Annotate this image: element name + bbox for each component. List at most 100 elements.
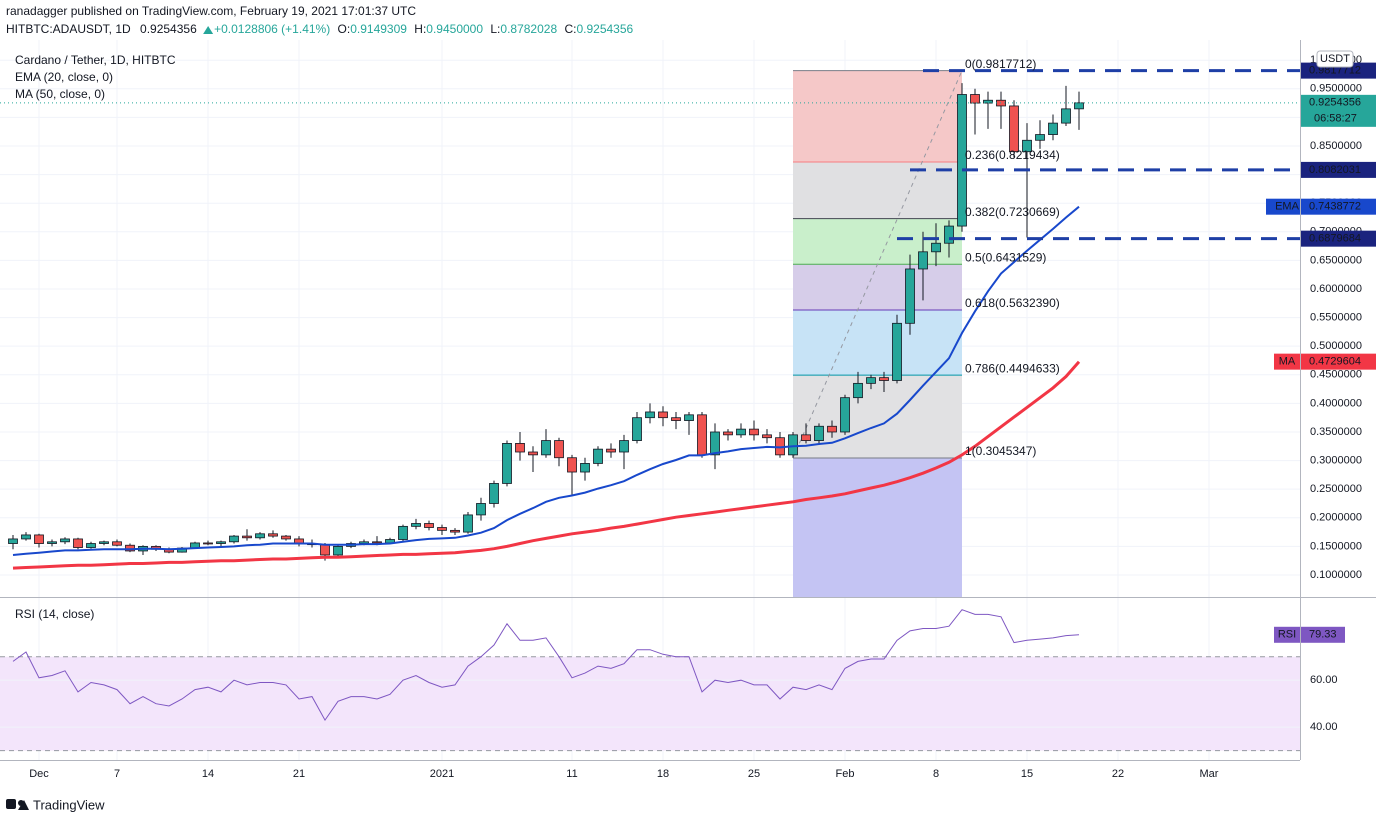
overlay-badge-bg bbox=[1274, 353, 1300, 370]
x-tick-label: 8 bbox=[933, 768, 939, 780]
candle-body bbox=[567, 457, 577, 473]
candle-body bbox=[580, 463, 590, 473]
candle-body bbox=[814, 425, 824, 441]
candle-body bbox=[229, 535, 239, 543]
candle-body bbox=[892, 322, 902, 381]
fib-zone bbox=[793, 70, 962, 163]
chart-title: Cardano / Tether, 1D, HITBTC bbox=[15, 53, 176, 67]
x-tick-label: Mar bbox=[1200, 768, 1219, 780]
rsi-tick-label: 40.00 bbox=[1310, 721, 1338, 733]
candle-body bbox=[684, 414, 694, 421]
level-badge: 0.9817712 bbox=[1309, 65, 1361, 77]
y-tick-label: 0.8500000 bbox=[1310, 140, 1362, 152]
up-arrow bbox=[203, 26, 214, 34]
candle-body bbox=[476, 503, 486, 516]
candle-body bbox=[437, 527, 447, 531]
x-tick-label: 2021 bbox=[430, 768, 454, 780]
rsi-band bbox=[0, 656, 1300, 751]
y-tick-label: 0.4500000 bbox=[1310, 369, 1362, 381]
candle-body bbox=[658, 411, 668, 419]
candle-body bbox=[1048, 122, 1058, 135]
candle-body bbox=[450, 529, 460, 533]
y-tick-label: 0.5000000 bbox=[1310, 340, 1362, 352]
candle-body bbox=[86, 543, 96, 548]
fib-zone bbox=[793, 162, 962, 219]
o-key: O: bbox=[338, 22, 351, 36]
candle-body bbox=[554, 440, 564, 459]
candle-body bbox=[372, 541, 382, 544]
x-tick-label: 18 bbox=[657, 768, 669, 780]
x-tick-label: Dec bbox=[29, 768, 49, 780]
level-badge: 0.8082031 bbox=[1309, 164, 1361, 176]
candle-body bbox=[502, 443, 512, 484]
y-tick-label: 0.4000000 bbox=[1310, 397, 1362, 409]
candle-body bbox=[1074, 102, 1084, 110]
candle-body bbox=[73, 538, 83, 548]
y-unit: USDT bbox=[1320, 53, 1350, 65]
brand: TradingView bbox=[33, 797, 105, 812]
candle-body bbox=[320, 544, 330, 556]
candle-body bbox=[424, 523, 434, 528]
o-value: 0.9149309 bbox=[350, 22, 407, 36]
candle-body bbox=[853, 382, 863, 399]
rsi-value-bg bbox=[1301, 626, 1345, 643]
candle-body bbox=[749, 428, 759, 436]
candle-body bbox=[281, 535, 291, 540]
candle-body bbox=[593, 448, 603, 464]
candle-body bbox=[931, 242, 941, 253]
change: +0.0128806 (+1.41%) bbox=[214, 22, 330, 36]
overlay-line bbox=[12, 205, 1080, 556]
candle-body bbox=[645, 411, 655, 419]
candle-body bbox=[515, 443, 525, 453]
candle-body bbox=[8, 538, 18, 544]
y-tick-label: 0.5500000 bbox=[1310, 311, 1362, 323]
l-key: L: bbox=[490, 22, 500, 36]
candle-body bbox=[203, 542, 213, 545]
candle-body bbox=[268, 533, 278, 537]
data-layer bbox=[0, 69, 1300, 722]
candle-body bbox=[918, 251, 928, 270]
l-value: 0.8782028 bbox=[500, 22, 557, 36]
candle-body bbox=[697, 414, 707, 456]
candle-body bbox=[398, 525, 408, 540]
candle-body bbox=[970, 94, 980, 104]
price: 0.9254356 bbox=[140, 22, 197, 36]
footer: TradingView bbox=[6, 797, 105, 812]
overlay-value: 0.7438772 bbox=[1309, 201, 1361, 213]
candle-body bbox=[21, 534, 31, 540]
y-tick-label: 0.1500000 bbox=[1310, 540, 1362, 552]
candle-body bbox=[333, 545, 343, 556]
candle-body bbox=[840, 397, 850, 433]
x-tick-label: 11 bbox=[566, 768, 577, 780]
fib-zone bbox=[793, 375, 962, 458]
c-key: C: bbox=[564, 22, 576, 36]
candle-body bbox=[1035, 134, 1045, 141]
candle-body bbox=[905, 268, 915, 324]
countdown: 06:58:27 bbox=[1314, 113, 1357, 125]
candle-body bbox=[112, 541, 122, 546]
candle-body bbox=[463, 514, 473, 533]
rsi-badge: RSI bbox=[1278, 629, 1296, 641]
candle-body bbox=[255, 533, 265, 539]
logo-part bbox=[18, 800, 29, 810]
overlay-badge: EMA bbox=[1275, 201, 1300, 213]
candle-body bbox=[606, 448, 616, 453]
rsi-line bbox=[12, 609, 1080, 722]
h-key: H: bbox=[414, 22, 426, 36]
level-badge-bg bbox=[1301, 161, 1376, 178]
fib-label: 0.786(0.4494633) bbox=[965, 361, 1060, 375]
y-tick-label: 0.1000000 bbox=[1310, 569, 1362, 581]
level-badge-bg bbox=[1301, 230, 1376, 247]
x-tick-label: Feb bbox=[836, 768, 855, 780]
candle-body bbox=[866, 377, 876, 384]
candle-body bbox=[60, 538, 70, 543]
y-tick-label: 0.2000000 bbox=[1310, 512, 1362, 524]
unit-box bbox=[1316, 50, 1354, 68]
overlay-legend: MA (50, close, 0) bbox=[15, 87, 105, 101]
level-badge: 0.6879684 bbox=[1309, 233, 1361, 245]
candle-body bbox=[489, 483, 499, 504]
candle-body bbox=[619, 440, 629, 453]
candle-body bbox=[762, 434, 772, 439]
candle-body bbox=[1022, 139, 1032, 153]
